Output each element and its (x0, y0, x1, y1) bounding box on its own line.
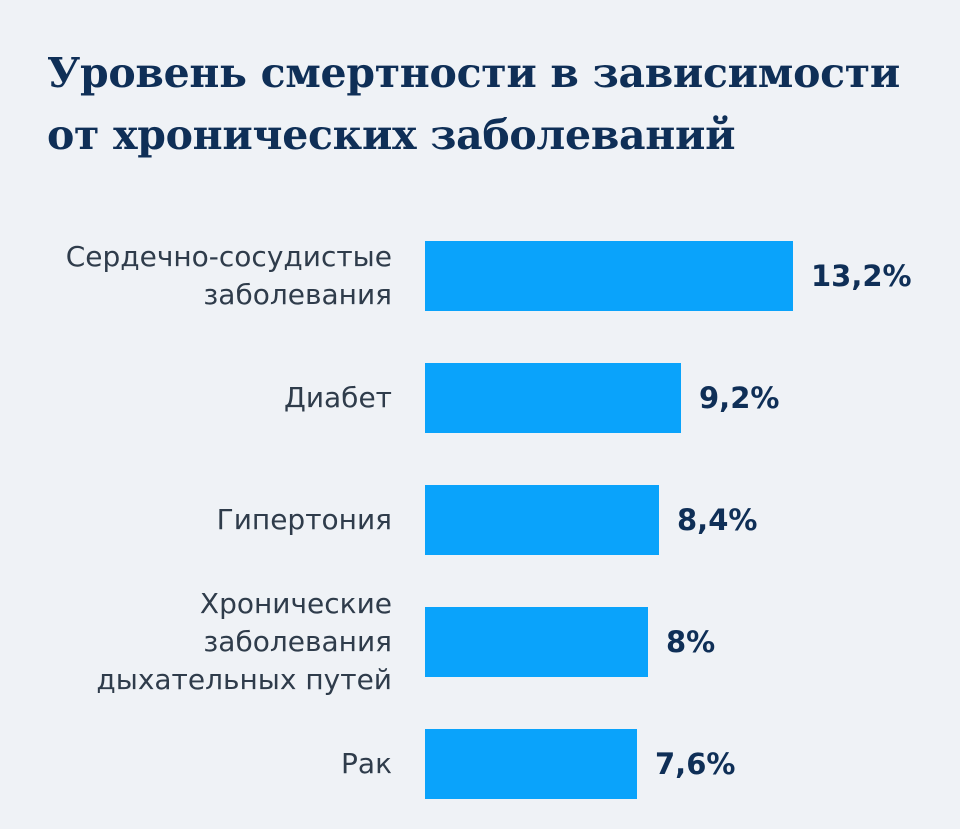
value-label: 8% (666, 625, 716, 659)
category-label: Хронические заболевания дыхательных путей (20, 585, 392, 699)
category-label-line: заболевания (203, 625, 392, 658)
category-label-line: заболевания (203, 278, 392, 311)
bar (425, 607, 648, 677)
chart-title: Уровень смертности в зависимости от хрон… (47, 42, 927, 166)
chart-title-line-1: Уровень смертности в зависимости (47, 49, 901, 97)
category-label-line: дыхательных путей (96, 663, 392, 696)
category-label-line: Диабет (283, 381, 392, 414)
category-label: Сердечно-сосудистые заболевания (20, 238, 392, 314)
value-label: 7,6% (655, 747, 736, 781)
category-label: Гипертония (20, 501, 392, 539)
chart-title-line-2: от хронических заболеваний (47, 111, 736, 159)
category-label: Рак (20, 745, 392, 783)
category-label-line: Сердечно-сосудистые (65, 240, 392, 273)
bar (425, 729, 637, 799)
value-label: 8,4% (677, 503, 758, 537)
bar (425, 363, 681, 433)
category-label: Диабет (20, 379, 392, 417)
category-label-line: Рак (341, 747, 392, 780)
value-label: 13,2% (811, 259, 912, 293)
value-label: 9,2% (699, 381, 780, 415)
category-label-line: Хронические (199, 587, 392, 620)
category-label-line: Гипертония (216, 503, 392, 536)
bar (425, 241, 793, 311)
bar (425, 485, 659, 555)
